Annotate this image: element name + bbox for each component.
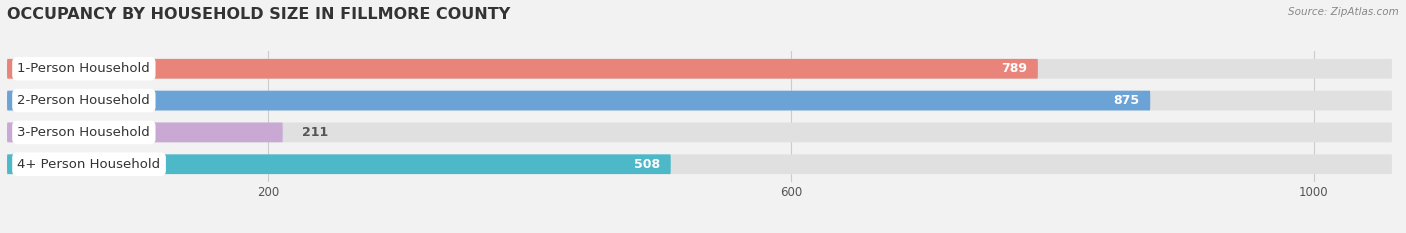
Text: 789: 789 [1001,62,1028,75]
Text: 875: 875 [1114,94,1140,107]
FancyBboxPatch shape [7,123,283,142]
FancyBboxPatch shape [7,154,671,174]
Text: 2-Person Household: 2-Person Household [17,94,150,107]
FancyBboxPatch shape [7,59,1392,79]
FancyBboxPatch shape [7,91,1392,110]
FancyBboxPatch shape [7,59,1038,79]
Text: 1-Person Household: 1-Person Household [17,62,150,75]
Text: 4+ Person Household: 4+ Person Household [17,158,160,171]
FancyBboxPatch shape [7,154,1392,174]
FancyBboxPatch shape [7,91,1150,110]
Text: 508: 508 [634,158,661,171]
FancyBboxPatch shape [7,123,1392,142]
Text: OCCUPANCY BY HOUSEHOLD SIZE IN FILLMORE COUNTY: OCCUPANCY BY HOUSEHOLD SIZE IN FILLMORE … [7,7,510,22]
Text: 3-Person Household: 3-Person Household [17,126,150,139]
Text: Source: ZipAtlas.com: Source: ZipAtlas.com [1288,7,1399,17]
Text: 211: 211 [302,126,329,139]
